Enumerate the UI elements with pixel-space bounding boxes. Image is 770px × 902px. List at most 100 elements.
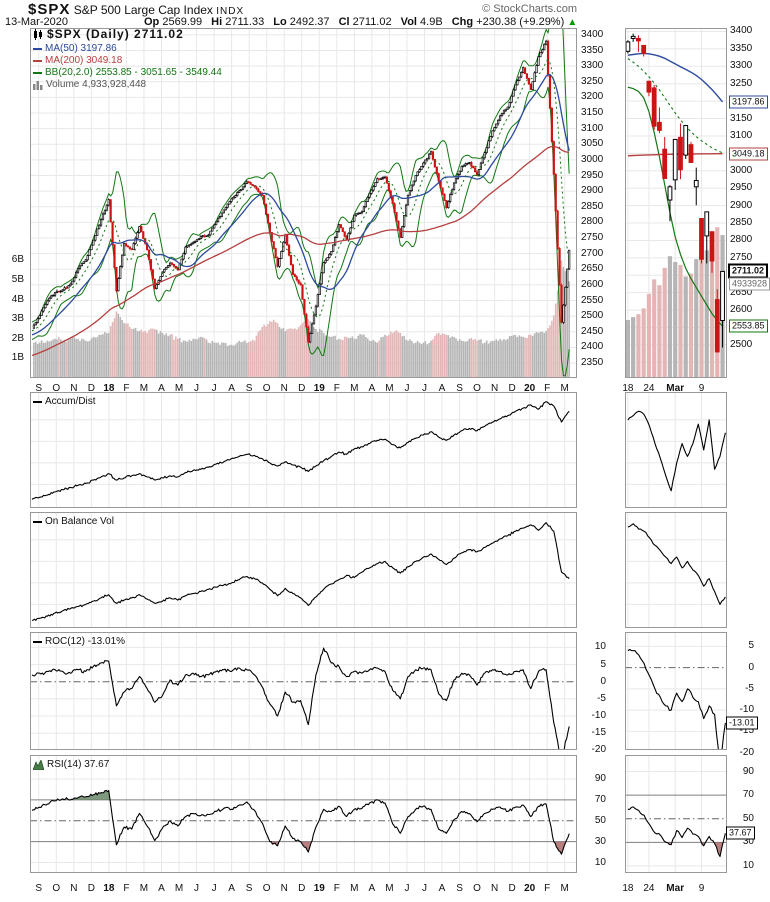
month-axis-label: O: [52, 383, 61, 394]
symbol: $SPX: [28, 1, 71, 18]
price-axis-tick: 2850: [581, 200, 604, 212]
price-axis-tick: 3350: [581, 44, 604, 56]
mini-price-axis-tick: 2900: [730, 199, 753, 211]
month-axis-label: M: [139, 883, 149, 894]
indicator-line: [627, 806, 726, 858]
ma50-callout: 3197.86: [729, 95, 768, 109]
indicator-line: [31, 522, 570, 622]
oversold-fill: [30, 841, 577, 855]
accumdist-label: Accum/Dist: [33, 396, 96, 407]
price-axis-tick: 2600: [581, 278, 604, 290]
vol-label: Vol: [400, 16, 417, 28]
main-price-panel[interactable]: [30, 28, 577, 378]
mini-rsi-axis-tick: 10: [742, 859, 754, 871]
mini-rsi-axis-tick: 50: [742, 812, 754, 824]
month-axis-label: D: [87, 883, 95, 894]
price-axis-tick: 3250: [581, 75, 604, 87]
grid: [625, 632, 727, 750]
mini-rsi-panel[interactable]: [625, 755, 727, 873]
month-axis-label: M: [174, 383, 184, 394]
legend-ma200: MA(200) 3049.18: [33, 55, 122, 66]
mini-rsi-axis-tick: 70: [742, 789, 754, 801]
roc-axis-tick: 10: [594, 641, 606, 653]
month-axis-label: N: [490, 883, 499, 894]
oversold-fill: [625, 842, 727, 857]
mini-rsi-axis-tick: 90: [742, 765, 754, 777]
month-axis-label: A: [228, 383, 235, 394]
mini-accumdist-panel[interactable]: [625, 392, 727, 508]
month-axis-label: 18: [103, 883, 115, 894]
grid: [30, 755, 577, 873]
price-axis-tick: 2350: [581, 357, 604, 368]
legend-volume: Volume 4,933,928,448: [33, 79, 146, 90]
vol-value: 4.9B: [420, 16, 443, 28]
panel-border: [30, 755, 577, 873]
month-axis-label: O: [473, 883, 481, 894]
lo-label: Lo: [273, 16, 287, 28]
price-axis-tick: 2900: [581, 185, 604, 197]
overbought-fill: [625, 795, 727, 856]
mini-date-axis-label: 24: [643, 383, 655, 394]
price-axis-tick: 3150: [581, 107, 604, 118]
price-axis-tick: 2800: [581, 216, 604, 228]
main-rsi-panel[interactable]: [30, 755, 577, 873]
panel-border: [625, 512, 727, 628]
hi-label: Hi: [211, 16, 223, 28]
mini-roc-panel[interactable]: [625, 632, 727, 750]
rsi-axis-tick: 50: [594, 814, 606, 826]
price-axis-tick: 2950: [581, 169, 604, 181]
mini-price-axis-tick: 3350: [730, 42, 753, 54]
mini-obv-panel[interactable]: [625, 512, 727, 628]
panel-border: [30, 632, 577, 750]
mini-price-panel[interactable]: [625, 28, 727, 378]
main-roc-panel[interactable]: [30, 632, 577, 750]
price-axis-tick: 2450: [581, 325, 604, 337]
mini-rsi-axis-tick: 30: [742, 836, 754, 848]
price-axis-tick: 3100: [581, 122, 604, 134]
grid: [30, 28, 577, 378]
price-axis-tick: 2700: [581, 247, 604, 259]
price-axis-tick: 3200: [581, 91, 604, 103]
chg-value: +230.38 (+9.29%): [476, 16, 565, 28]
ma200-callout: 3049.18: [729, 147, 768, 161]
mini-roc-axis-tick: -20: [739, 746, 754, 758]
volume-callout: 4933928: [729, 277, 770, 291]
month-axis-label: M: [139, 383, 149, 394]
month-axis-label: O: [52, 883, 61, 894]
month-axis-label: S: [245, 383, 253, 394]
price-axis-tick: 2400: [581, 341, 604, 353]
price-axis-tick: 2500: [581, 310, 604, 322]
month-axis-label: N: [280, 883, 288, 894]
month-axis-label: 19: [313, 383, 325, 394]
roc-callout: -13.01: [726, 716, 758, 730]
quote-strip: Op 2569.99 Hi 2711.33 Lo 2492.37 Cl 2711…: [144, 16, 577, 28]
price-axis-tick: 3300: [581, 60, 604, 72]
main-accumdist-panel[interactable]: [30, 392, 577, 508]
line-swatch: [33, 640, 42, 643]
obv-label: On Balance Vol: [33, 516, 114, 527]
month-axis-label: A: [228, 883, 235, 894]
month-axis-label: A: [438, 883, 446, 894]
volume-axis-tick: 5B: [11, 274, 24, 285]
rsi-label-text: RSI(14) 37.67: [47, 759, 110, 770]
cl-value: 2711.02: [352, 16, 392, 28]
month-axis-label: A: [368, 883, 376, 894]
main-obv-panel[interactable]: [30, 512, 577, 628]
chart-date: 13-Mar-2020: [5, 16, 68, 28]
candlestick-icon: [34, 29, 42, 40]
price-axis-tick: 2750: [581, 232, 604, 243]
indicator-line: [31, 401, 570, 500]
bb-lower-callout: 2553.85: [729, 319, 768, 333]
ma200-line: [31, 145, 570, 357]
copyright: © StockCharts.com: [482, 3, 577, 15]
legend-volume-label: Volume 4,933,928,448: [46, 79, 147, 90]
line-swatch: [33, 47, 42, 50]
legend-spx: $SPX (Daily) 2711.02: [33, 28, 184, 40]
month-axis-label: D: [508, 383, 516, 394]
mini-price-axis-tick: 3400: [730, 25, 753, 37]
mini-price-axis-tick: 3000: [730, 164, 753, 176]
month-axis-label: 19: [313, 883, 325, 894]
obv-label-text: On Balance Vol: [45, 516, 114, 527]
month-axis-label: S: [245, 883, 253, 894]
legend-ma50: MA(50) 3197.86: [33, 43, 117, 54]
